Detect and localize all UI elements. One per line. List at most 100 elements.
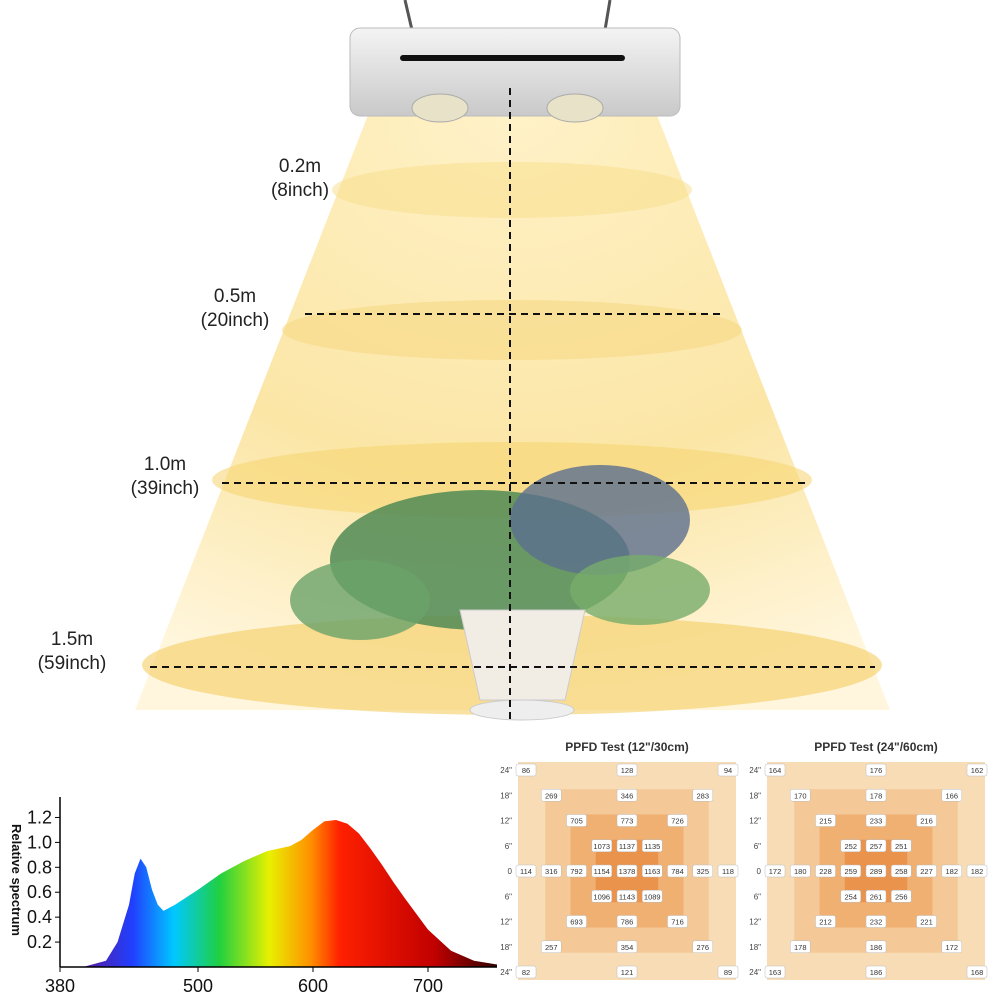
ppfd-value: 178	[794, 943, 807, 952]
row-label: 24"	[749, 766, 761, 775]
cell-box	[865, 839, 887, 852]
ppfd-value: 166	[945, 791, 958, 800]
ppfd-value: 232	[870, 918, 883, 927]
ppfd-value: 705	[570, 817, 583, 826]
ppfd-value: 215	[819, 817, 832, 826]
cell-box	[692, 789, 713, 802]
cell-box	[815, 864, 836, 878]
cell-box	[515, 763, 537, 777]
cell-box	[591, 864, 612, 878]
x-tick-label: 500	[183, 976, 213, 996]
ppfd-value: 94	[724, 766, 732, 775]
cell-box	[692, 864, 713, 878]
ppfd-value: 82	[522, 968, 530, 977]
ppfd-value: 89	[724, 968, 732, 977]
light-illustration	[135, 0, 890, 722]
row-label: 6"	[754, 842, 761, 851]
ppfd-value: 164	[769, 766, 782, 775]
ppfd-value: 792	[570, 867, 583, 876]
ppfd-value: 346	[621, 791, 634, 800]
cell-box	[815, 915, 836, 928]
distance-meters: 0.5m	[214, 286, 256, 307]
cell-box	[616, 890, 638, 903]
ppfd-value: 1135	[644, 842, 660, 851]
cell-box	[616, 839, 638, 852]
plant	[290, 465, 710, 721]
ppfd-value: 252	[844, 842, 857, 851]
y-tick-label: 0.4	[27, 907, 52, 927]
cell-box	[667, 864, 688, 878]
row-label: 18"	[749, 943, 761, 952]
cell-box	[865, 763, 887, 777]
cell-box	[566, 864, 587, 878]
y-axis-label: Relative spectrum	[9, 824, 24, 936]
ppfd-value: 256	[895, 892, 908, 901]
cell-box	[616, 763, 638, 777]
distance-inches: (8inch)	[271, 180, 329, 201]
distance-meters: 0.2m	[279, 156, 321, 177]
row-label: 24"	[500, 766, 512, 775]
ppfd-value: 172	[769, 867, 782, 876]
distance-inches: (39inch)	[131, 478, 200, 499]
cell-box	[865, 965, 887, 979]
row-label: 18"	[749, 791, 761, 800]
cell-box	[865, 864, 887, 878]
cell-box	[916, 915, 937, 928]
cell-box	[591, 839, 612, 852]
cell-box	[891, 890, 912, 903]
ppfd-value: 233	[870, 817, 883, 826]
row-label: 24"	[500, 968, 512, 977]
cell-box	[642, 864, 663, 878]
cell-box	[840, 890, 861, 903]
cell-box	[764, 864, 786, 878]
cell-box	[865, 915, 887, 928]
y-tick-label: 1.0	[27, 832, 52, 852]
cell-box	[717, 965, 739, 979]
cell-box	[790, 789, 811, 802]
cell-box	[591, 890, 612, 903]
cell-box	[966, 763, 988, 777]
x-tick-label: 600	[298, 976, 328, 996]
ppfd-value: 182	[971, 867, 984, 876]
row-label: 12"	[749, 918, 761, 927]
ppfd-value: 716	[671, 918, 684, 927]
distance-meters: 1.5m	[51, 629, 93, 650]
cell-box	[941, 940, 962, 953]
ppfd-value: 180	[794, 867, 807, 876]
cell-box	[541, 940, 562, 953]
charts: 0.2 0.4 0.6 0.8 1.0 1.2 380 500 600 700 Relative s…	[9, 740, 988, 996]
ppfd-value: 259	[844, 867, 857, 876]
ppfd-value: 221	[920, 918, 933, 927]
ppfd-title: PPFD Test (12"/30cm)	[565, 740, 689, 754]
cell-box	[790, 940, 811, 953]
ppfd-value: 168	[971, 968, 984, 977]
ppfd-value: 1378	[619, 867, 636, 876]
y-tick-label: 0.6	[27, 882, 52, 902]
cell-box	[865, 814, 887, 827]
ppfd-value: 276	[696, 943, 709, 952]
cell-box	[667, 915, 688, 928]
ppfd-value: 212	[819, 918, 832, 927]
cell-box	[891, 864, 912, 878]
cell-box	[515, 965, 537, 979]
cell-box	[916, 864, 937, 878]
distance-labels: 0.2m (8inch) 0.5m (20inch) 1.0m (39inch) 1.5m (…	[38, 156, 329, 674]
ppfd-value: 258	[895, 867, 908, 876]
row-label: 18"	[500, 791, 512, 800]
ppfd-title: PPFD Test (24"/60cm)	[814, 740, 938, 754]
ppfd-value: 1089	[644, 892, 661, 901]
cell-box	[941, 789, 962, 802]
ppfd-value: 1137	[619, 842, 635, 851]
ppfd-value: 261	[870, 892, 883, 901]
row-label: 18"	[500, 943, 512, 952]
spectrum-area	[83, 819, 497, 967]
row-label: 24"	[749, 968, 761, 977]
y-tick-label: 1.2	[27, 807, 52, 827]
ppfd-value: 114	[520, 867, 532, 876]
row-label: 12"	[500, 817, 512, 826]
ppfd-value: 118	[722, 867, 734, 876]
cell-box	[541, 789, 562, 802]
cell-box	[541, 864, 562, 878]
ppfd-value: 1096	[593, 892, 610, 901]
cell-box	[966, 965, 988, 979]
